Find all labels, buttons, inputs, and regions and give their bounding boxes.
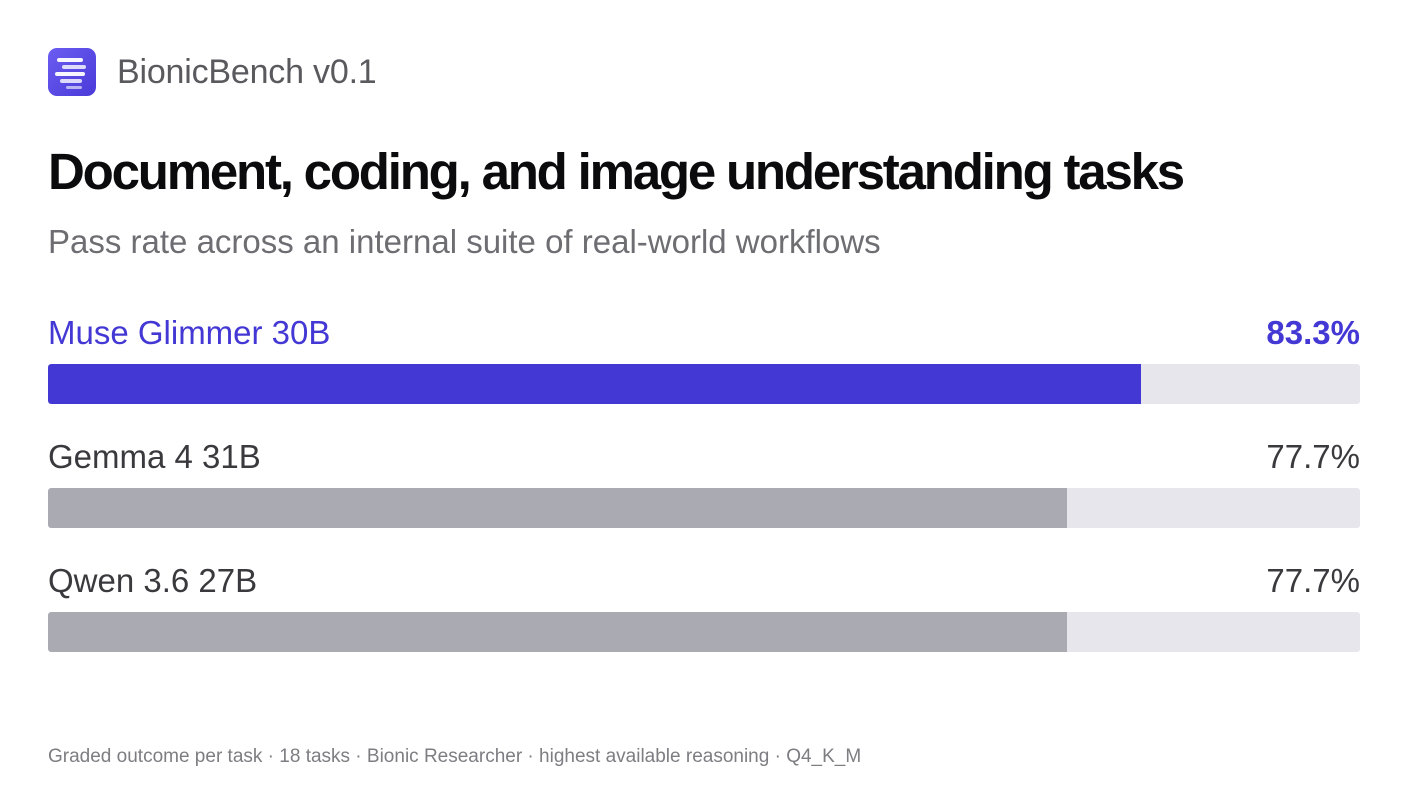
- value-label: 83.3%: [1266, 314, 1360, 351]
- stacked-lines-icon: [48, 48, 96, 96]
- category-label: Gemma 4 31B: [48, 438, 261, 475]
- chart-subtitle: Pass rate across an internal suite of re…: [48, 223, 881, 260]
- category-label: Qwen 3.6 27B: [48, 562, 258, 599]
- category-label: Muse Glimmer 30B: [48, 314, 331, 351]
- brand-name: BionicBench v0.1: [117, 53, 377, 91]
- bar-row: Gemma 4 31B 77.7%: [48, 434, 1360, 558]
- bar-row: Muse Glimmer 30B 83.3%: [48, 310, 1360, 434]
- bar-chart: Muse Glimmer 30B 83.3% Gemma 4 31B 77.7% Qwe…: [48, 310, 1360, 682]
- bar-row: Qwen 3.6 27B 77.7%: [48, 558, 1360, 682]
- bar: [48, 364, 1141, 404]
- value-label: 77.7%: [1266, 562, 1360, 599]
- bar-row-header: Qwen 3.6 27B 77.7%: [48, 558, 1360, 604]
- bar-row-header: Gemma 4 31B 77.7%: [48, 434, 1360, 480]
- brand-header: BionicBench v0.1: [48, 48, 377, 96]
- bar-track: [48, 364, 1360, 404]
- chart-footnote: Graded outcome per task · 18 tasks · Bio…: [48, 746, 862, 767]
- bar: [48, 612, 1068, 652]
- bar-row-header: Muse Glimmer 30B 83.3%: [48, 310, 1360, 356]
- bar-track: [48, 488, 1360, 528]
- bar: [48, 488, 1068, 528]
- value-label: 77.7%: [1266, 438, 1360, 475]
- chart-title: Document, coding, and image understandin…: [48, 143, 1185, 200]
- bar-track: [48, 612, 1360, 652]
